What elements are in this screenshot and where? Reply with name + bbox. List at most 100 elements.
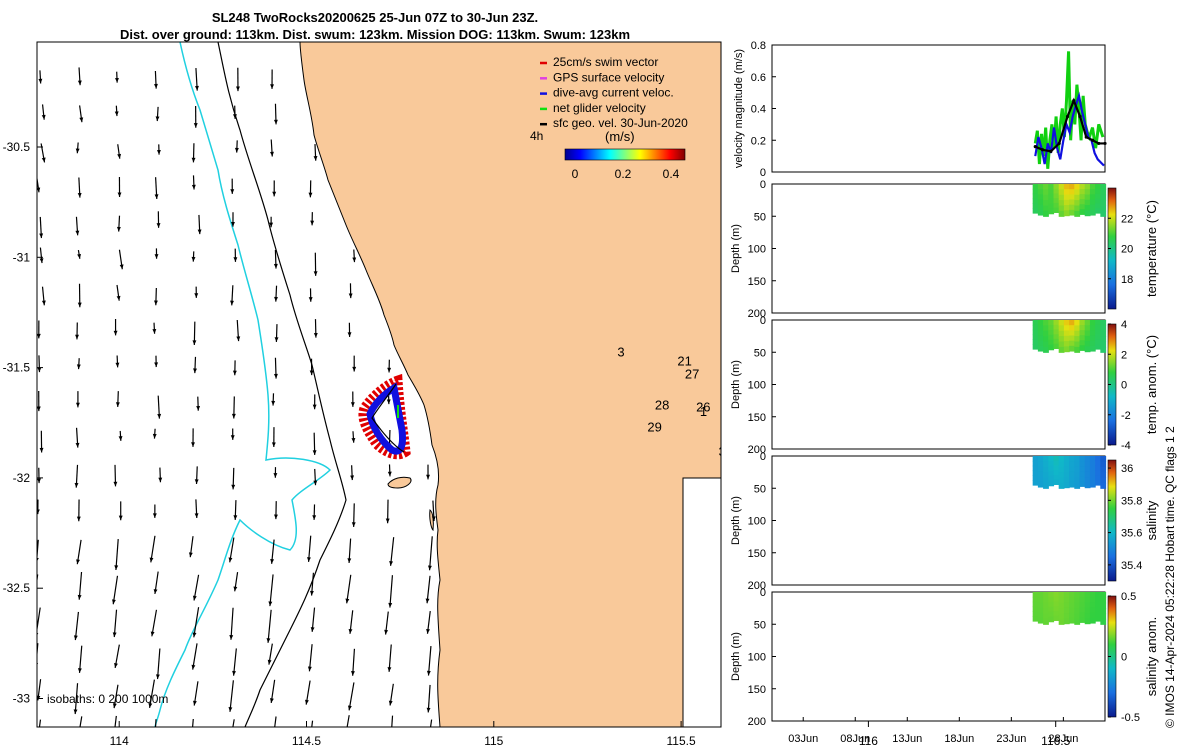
current-arrow-head (230, 435, 235, 440)
heatmap-cell (1074, 597, 1081, 604)
current-arrow-head (77, 80, 82, 86)
current-arrow-head (344, 731, 348, 736)
current-arrow (74, 683, 79, 715)
current-arrow-head (313, 156, 318, 161)
heatmap-cell (1069, 340, 1075, 347)
heatmap-cell (1053, 338, 1060, 345)
current-arrow-head (273, 119, 278, 125)
current-arrow-head (192, 340, 197, 345)
heatmap-cell (1032, 329, 1039, 336)
heatmap-cell (1095, 592, 1101, 598)
current-arrow-head (149, 557, 154, 563)
heatmap-cell (1048, 592, 1055, 598)
current-arrow (154, 719, 157, 727)
heatmap-cell (1089, 209, 1096, 216)
heatmap-cell (1100, 597, 1107, 604)
heatmap-cell (1053, 334, 1060, 340)
heatmap-cell (1058, 592, 1065, 598)
current-arrow-head (154, 83, 158, 89)
heatmap-cell (1069, 612, 1075, 619)
heatmap-cell (1084, 471, 1091, 478)
heatmap-cell (1043, 456, 1049, 462)
heatmap-cell (1037, 330, 1044, 337)
heatmap-cell (1043, 346, 1049, 353)
heatmap-cell (1069, 607, 1075, 614)
heatmap-cell (1084, 205, 1091, 211)
time-step-label: 4h (530, 129, 543, 143)
colorbar-label: temperature (°C) (1144, 200, 1159, 297)
current-arrow-head (271, 442, 276, 448)
heatmap-cell (1074, 205, 1081, 212)
heatmap-cell (1089, 330, 1096, 337)
legend-label: sfc geo. vel. 30-Jun-2020 (553, 116, 688, 130)
current-arrow-head (77, 192, 82, 198)
heatmap-cell (1069, 456, 1075, 462)
current-arrow-head (116, 295, 121, 301)
heatmap-cell (1084, 597, 1091, 604)
current-arrow (428, 536, 433, 571)
heatmap-cell (1032, 460, 1039, 467)
current-arrow-head (388, 700, 393, 706)
depth-axis-label: Depth (m) (730, 496, 742, 545)
current-arrow-head (389, 734, 393, 739)
current-arrow-head (114, 565, 119, 570)
current-arrow (232, 719, 235, 727)
current-arrow (429, 719, 433, 727)
current-arrow-head (116, 226, 121, 232)
current-arrow-head (191, 442, 195, 447)
current-arrow-head (192, 632, 197, 638)
current-arrow-head (37, 478, 41, 484)
current-arrow-head (79, 117, 84, 123)
plot-subtitle: Dist. over ground: 113km. Dist. swum: 12… (119, 27, 631, 42)
colorbar-label: salinity (1144, 500, 1159, 540)
heatmap-cell (1037, 340, 1044, 347)
heatmap-cell (1048, 611, 1055, 618)
heatmap-cell (1095, 334, 1101, 340)
colorbar-tick-label: -0.5 (1121, 712, 1140, 724)
heatmap-cell (1074, 320, 1081, 326)
heatmap-cell (1084, 592, 1091, 598)
heatmap-cell (1063, 602, 1070, 609)
current-arrow-head (384, 629, 389, 635)
current-arrow-head (232, 370, 237, 376)
heatmap-cell (1063, 335, 1070, 342)
heatmap-cell (1063, 189, 1070, 196)
colorbar-tick-label: 35.8 (1121, 495, 1142, 507)
current-arrow-head (41, 114, 46, 120)
current-arrow-head (75, 230, 80, 236)
heatmap-cell (1100, 608, 1107, 615)
current-arrow-head (75, 442, 80, 448)
heatmap-cell (1074, 210, 1081, 217)
current-arrow-head (387, 667, 392, 672)
current-arrow-head (270, 84, 274, 89)
current-arrow-head (37, 663, 39, 666)
depth-tick-label: 200 (748, 308, 766, 320)
heatmap-cell (1058, 456, 1065, 462)
heatmap-cell (1058, 466, 1065, 473)
colorbar-tick-label: 0 (572, 167, 579, 181)
current-arrow-head (270, 559, 275, 564)
heatmap-cell (1037, 607, 1044, 614)
colorbar-tick-label: 0 (1121, 380, 1127, 392)
heatmap-cell (1100, 330, 1107, 337)
heatmap-cell (1048, 601, 1055, 608)
current-arrow-head (192, 595, 197, 601)
heatmap-cell (1089, 592, 1096, 598)
heatmap-cell (1079, 320, 1086, 326)
heatmap-cell (1089, 461, 1096, 467)
heatmap-cell (1053, 184, 1060, 190)
current-arrow-head (194, 293, 199, 298)
heatmap-cell (1032, 616, 1039, 622)
heatmap-cell (1053, 460, 1060, 467)
depth-tick-label: 100 (748, 244, 766, 256)
heatmap-cell (1089, 204, 1096, 211)
depth-axis-label: Depth (m) (730, 360, 742, 409)
depth-tick-label: 150 (748, 412, 766, 424)
heatmap-cell (1100, 602, 1107, 609)
heatmap-cell (1058, 597, 1065, 604)
current-arrow (148, 679, 155, 708)
current-arrow-head (193, 700, 197, 706)
depth-tick-label: 150 (748, 684, 766, 696)
current-arrow (37, 643, 39, 661)
